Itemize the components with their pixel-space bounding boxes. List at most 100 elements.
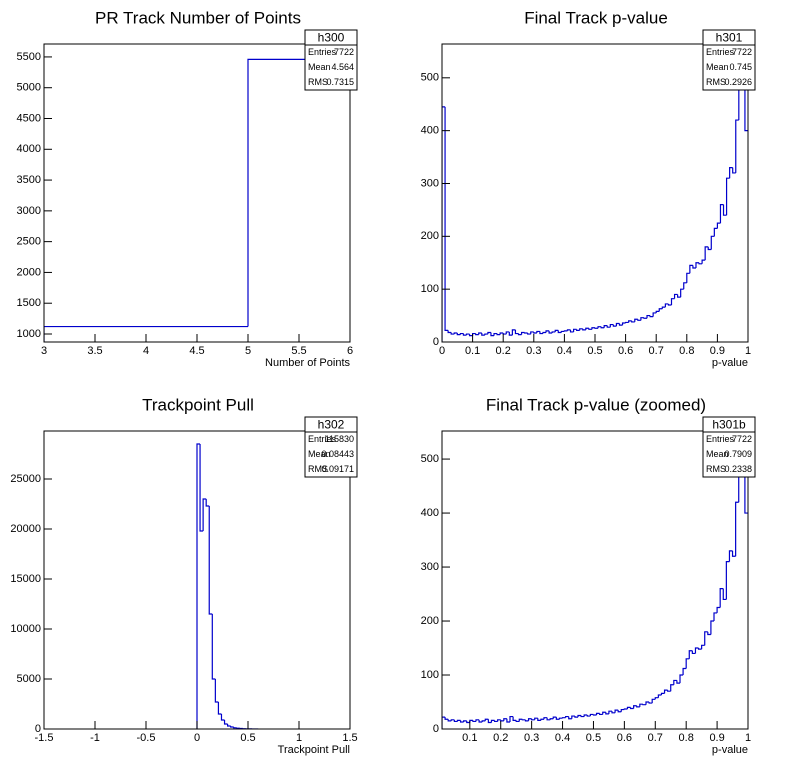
- histogram-bin: [591, 327, 595, 330]
- stats-value: 0.08443: [321, 449, 354, 459]
- histogram-bin: [576, 329, 580, 331]
- histogram-bin: [694, 647, 699, 654]
- pad: PR Track Number of Points 3 3.5 4 4.5 5 5.5 6 10…: [17, 8, 358, 369]
- histogram-bin: [585, 327, 589, 330]
- histogram-bin: [606, 325, 611, 328]
- y-tick-label: 3000: [17, 205, 41, 217]
- histogram-bin: [664, 303, 669, 308]
- histogram-bin: [707, 631, 711, 636]
- histogram-bin: [557, 330, 562, 334]
- histogram-bin: [472, 720, 476, 723]
- histogram-bin: [589, 713, 594, 717]
- histogram-bin: [649, 315, 654, 318]
- histogram-bin: [588, 328, 592, 330]
- histogram-bin: [583, 714, 588, 717]
- histogram-bin: [517, 333, 522, 336]
- histogram-bin: [654, 697, 659, 700]
- histogram-bin: [633, 705, 637, 709]
- y-tick-label: 10000: [10, 623, 41, 635]
- histogram-bin: [558, 717, 563, 720]
- histogram-bin: [615, 322, 620, 327]
- frame: [441, 430, 749, 730]
- stats-value: 7722: [732, 47, 752, 57]
- histogram-bin: [660, 692, 665, 695]
- y-tick-label: 100: [421, 669, 439, 681]
- histogram-bin: [572, 328, 577, 332]
- histogram-bin: [663, 689, 668, 694]
- histogram-bin: [670, 298, 675, 306]
- histogram-bin: [595, 712, 600, 715]
- histogram-bin: [450, 332, 455, 335]
- x-tick-label: -0.5: [137, 732, 156, 744]
- histogram-bin: [208, 506, 213, 615]
- x-tick-label: 0.7: [649, 345, 664, 357]
- histogram-bin: [577, 714, 582, 718]
- histogram-bin: [196, 443, 201, 729]
- histogram-bin: [611, 711, 616, 714]
- histogram-bin: [465, 333, 470, 336]
- histogram-bin: [447, 719, 452, 722]
- histogram-bin: [686, 272, 690, 283]
- x-tick-label: 0.8: [679, 345, 694, 357]
- histogram-bin: [450, 719, 455, 721]
- histogram-bin: [661, 306, 666, 309]
- x-tick-label: 0.5: [240, 732, 255, 744]
- stats-name: h301b: [712, 418, 746, 432]
- histogram-bin: [643, 317, 648, 319]
- stats-box: [304, 416, 358, 478]
- histogram-bin: [612, 324, 617, 327]
- histogram-bin: [667, 690, 671, 692]
- histogram-bin: [505, 331, 510, 335]
- histogram-bin: [685, 658, 690, 669]
- histogram-bin: [642, 704, 646, 706]
- histogram-bin: [521, 719, 526, 721]
- histogram-bin: [561, 717, 566, 719]
- histogram-bin: [565, 715, 569, 718]
- x-tick-label: 1: [745, 345, 751, 357]
- histogram-bin: [511, 329, 516, 336]
- histogram-bin: [496, 333, 501, 336]
- x-tick-label: 0.9: [709, 732, 724, 744]
- histogram-bin: [534, 717, 538, 720]
- histogram-bin: [670, 684, 674, 692]
- histogram-bin: [490, 332, 495, 337]
- stats-value: 0.7315: [326, 77, 354, 87]
- histogram-bin: [673, 293, 678, 299]
- histogram-bin: [716, 606, 721, 613]
- x-tick-label: 0.1: [465, 345, 480, 357]
- stats-label: RMS: [308, 464, 328, 474]
- histogram-bin: [704, 631, 708, 646]
- x-tick-label: 0.2: [496, 345, 511, 357]
- histogram-bin: [524, 332, 528, 334]
- y-tick-label: 20000: [10, 523, 41, 535]
- histogram-bin: [484, 333, 488, 336]
- y-tick-label: 5000: [17, 673, 41, 685]
- histogram-bin: [500, 719, 504, 722]
- histogram-bin: [478, 719, 483, 723]
- histogram-bin: [599, 713, 603, 716]
- histogram-bin: [468, 334, 473, 337]
- histogram-bin: [738, 87, 742, 121]
- x-tick-label: 6: [347, 345, 353, 357]
- histogram-bin: [704, 246, 709, 261]
- histogram-bin: [543, 717, 548, 720]
- histogram-bin: [725, 177, 730, 216]
- stats-label: Entries: [308, 47, 337, 57]
- x-tick-label: 0.7: [648, 732, 663, 744]
- x-tick-label: 4: [143, 345, 149, 357]
- histogram-bin: [623, 708, 628, 710]
- histogram-bin: [592, 714, 597, 716]
- histogram-bin: [639, 703, 643, 707]
- histogram-bin: [697, 648, 702, 650]
- histogram-bin: [658, 308, 663, 312]
- histogram-bin: [527, 718, 532, 721]
- histogram-bin: [618, 323, 623, 326]
- histogram-bin: [493, 332, 498, 336]
- histogram-bin: [456, 719, 461, 722]
- histogram-bin: [626, 706, 631, 710]
- histogram-bin: [247, 58, 350, 327]
- histogram-bin: [481, 720, 486, 722]
- histogram-bin: [493, 720, 498, 723]
- histogram-bin: [614, 709, 619, 713]
